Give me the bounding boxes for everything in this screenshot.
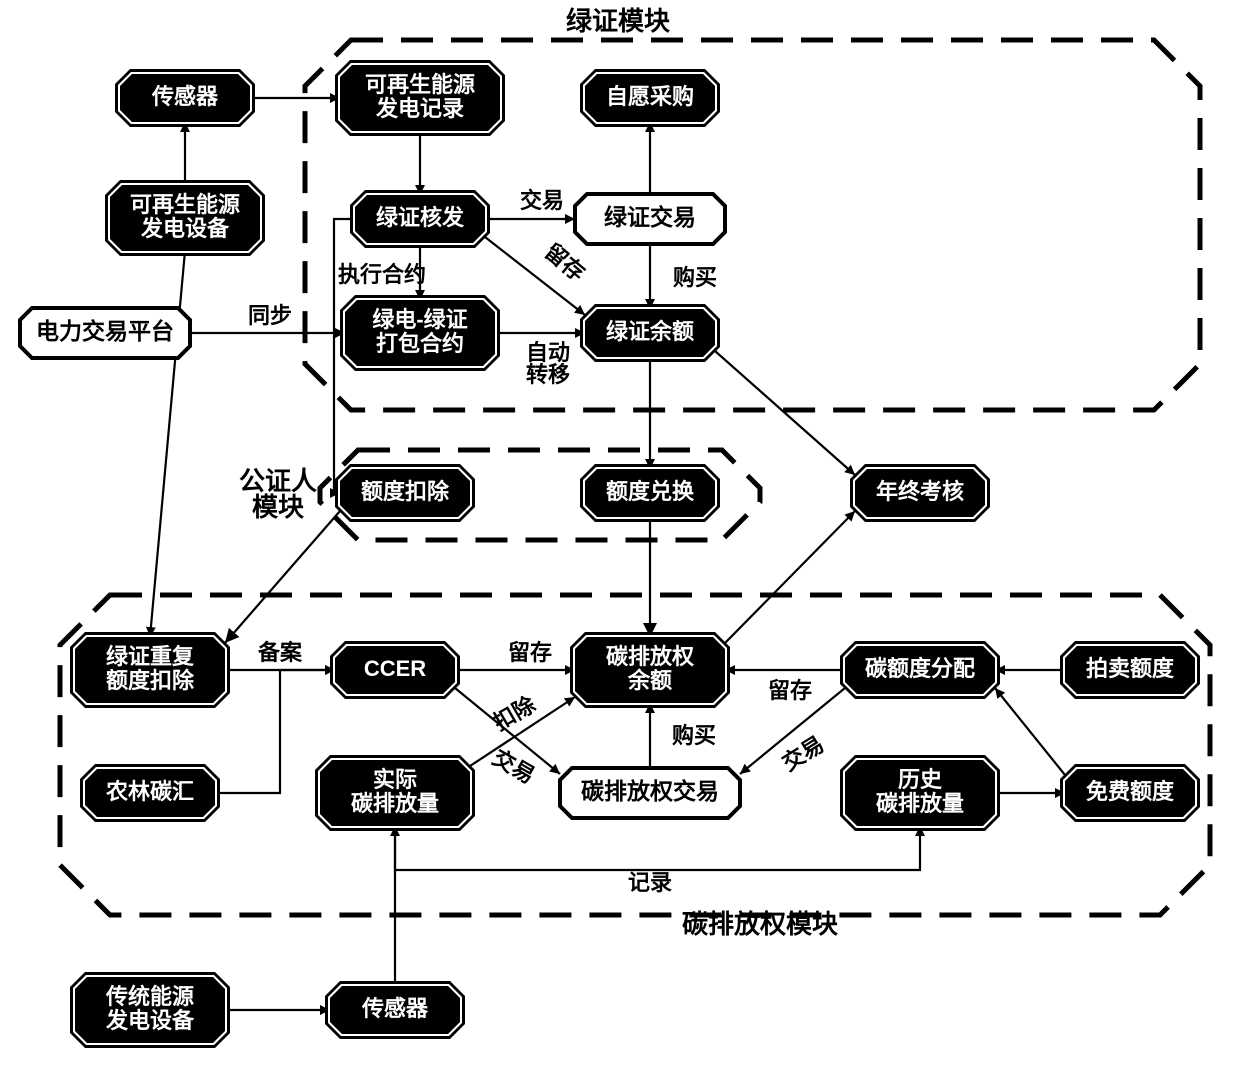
node-label: 免费额度 [1086,779,1175,804]
edge-label: 扣除 [489,691,540,735]
module-label: 碳排放权模块 [682,909,838,939]
edge-label: 留存 [508,640,552,665]
node-label: 电力交易平台 [36,318,174,344]
edge-label: 同步 [248,303,292,328]
node-reequip: 可再生能源发电设备 [105,180,265,256]
node-issue: 绿证核发 [350,190,490,248]
node-sensor1: 传感器 [115,69,255,127]
node-label: 自愿采购 [606,84,694,109]
module-label: 绿证模块 [566,6,670,36]
node-label: 实际 [373,767,417,792]
edge [395,826,920,870]
node-qexc: 额度兑换 [580,464,720,522]
edge [225,511,340,643]
node-label: 绿证交易 [604,204,696,230]
node-actem: 实际碳排放量 [315,755,475,831]
edge-label: 留存 [540,239,590,286]
node-label: 碳排放权 [606,644,695,669]
node-auct: 拍卖额度 [1060,641,1200,699]
node-agfor: 农林碳汇 [80,764,220,822]
node-cbal: 碳排放权余额 [570,632,730,708]
node-label: 额度兑换 [606,479,695,504]
edge-label: 留存 [768,678,812,703]
node-label: 发电设备 [140,216,230,241]
edge-label: 交易 [520,188,564,213]
node-contract: 绿电-绿证打包合约 [340,295,500,371]
node-label: 打包合约 [376,331,464,356]
node-ccer: CCER [330,641,460,699]
node-freeq: 免费额度 [1060,764,1200,822]
edge [725,511,855,643]
edge-label: 记录 [628,870,672,895]
edge [715,351,855,475]
node-label: 碳排放量 [876,791,964,816]
edge-label: 转移 [526,362,570,387]
node-label: 可再生能源 [130,192,240,217]
edge-label: 执行合约 [338,262,426,287]
node-platform: 电力交易平台 [20,308,190,358]
node-label: 绿证余额 [606,319,694,344]
node-label: 农林碳汇 [105,779,194,804]
node-sensor2: 传感器 [325,981,465,1039]
node-label: 传感器 [361,996,429,1021]
node-label: 绿电-绿证 [372,307,467,332]
node-label: 额度扣除 [361,479,450,504]
node-ctrade: 碳排放权交易 [560,768,740,818]
node-label: 历史 [898,767,943,792]
node-label: 碳额度分配 [865,656,975,681]
nodes-layer: 传感器可再生能源发电设备电力交易平台可再生能源发电记录绿证核发绿电-绿证打包合约… [20,60,1200,1048]
edge [995,688,1065,775]
node-label: 发电设备 [105,1008,195,1033]
edge-label: 备案 [257,640,303,665]
node-gbal: 绿证余额 [580,304,720,362]
node-label: CCER [364,656,426,681]
node-histem: 历史碳排放量 [840,755,1000,831]
node-genrec: 可再生能源发电记录 [335,60,505,136]
node-yreview: 年终考核 [850,464,990,522]
node-tradequip: 传统能源发电设备 [70,972,230,1048]
node-volbuy: 自愿采购 [580,69,720,127]
node-label: 绿证核发 [376,205,465,230]
node-gtrade: 绿证交易 [575,194,725,244]
node-label: 传统能源 [105,984,194,1009]
node-label: 传感器 [151,84,219,109]
node-label: 拍卖额度 [1086,656,1175,681]
node-qded: 额度扣除 [335,464,475,522]
node-label: 碳排放权交易 [581,778,719,804]
node-label: 绿证重复 [106,644,195,669]
node-label: 余额 [627,668,672,693]
node-label: 额度扣除 [106,668,195,693]
edge-label: 购买 [673,265,717,290]
node-label: 可再生能源 [365,72,475,97]
module-label: 模块 [252,492,304,522]
node-label: 碳排放量 [351,791,439,816]
node-dupded: 绿证重复额度扣除 [70,632,230,708]
node-calloc: 碳额度分配 [840,641,1000,699]
edge-label: 购买 [672,723,716,748]
node-label: 发电记录 [375,96,464,121]
node-label: 年终考核 [876,479,964,504]
